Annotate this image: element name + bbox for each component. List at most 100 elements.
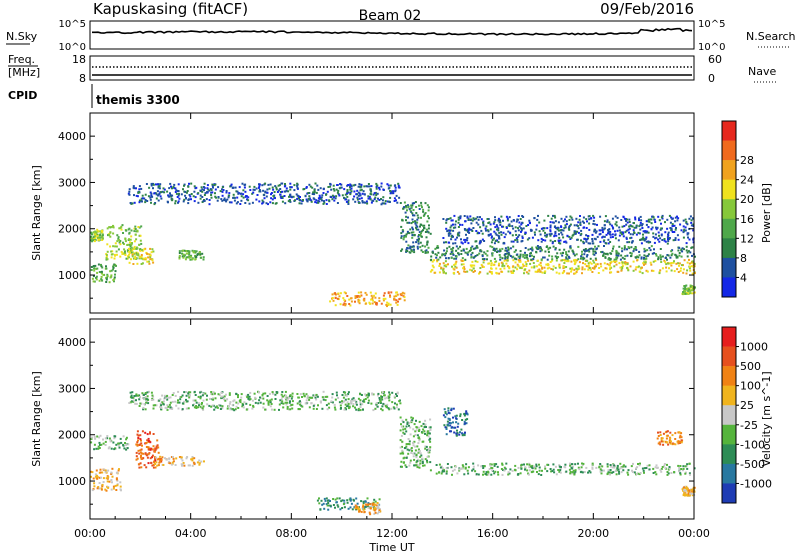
echo-cell [235,401,238,404]
echo-cell [515,233,518,236]
echo-cell [321,503,324,506]
echo-cell [588,470,591,472]
echo-cell [317,200,320,202]
echo-cell [169,192,171,195]
echo-cell [570,236,573,239]
echo-cell [600,251,603,253]
echo-cell [370,402,373,405]
echo-cell [139,462,142,465]
echo-cell [299,400,301,403]
echo-cell [407,205,410,208]
echo-cell [475,230,478,232]
echo-cell [630,252,633,255]
echo-cell [248,202,251,205]
echo-cell [139,402,142,405]
echo-cell [612,471,615,474]
echo-cell [497,227,500,230]
echo-cell [360,188,363,191]
echo-cell [153,450,156,453]
echo-cell [299,199,302,202]
echo-cell [424,245,427,248]
echo-cell [403,299,406,302]
echo-cell [183,183,186,186]
echo-cell [504,467,507,470]
echo-cell [388,201,391,203]
echo-cell [258,200,261,203]
echo-cell [510,240,513,243]
echo-cell [569,245,572,248]
echo-cell [427,217,430,220]
echo-cell [174,464,177,466]
echo-cell [101,483,104,486]
echo-cell [321,407,324,410]
echo-cell [560,226,563,228]
echo-cell [416,445,419,448]
echo-cell [453,468,456,471]
echo-cell [141,430,144,433]
echo-cell [472,465,475,468]
echo-cell [487,230,490,233]
echo-cell [467,218,470,221]
echo-cell [691,254,693,257]
echo-cell [586,254,589,256]
echo-cell [688,258,690,261]
echo-cell [206,394,208,397]
echo-cell [499,256,502,259]
noise-strip-frame [89,20,695,50]
echo-cell [319,187,322,190]
echo-cell [109,226,112,229]
echo-cell [482,221,484,224]
echo-band [127,182,401,206]
echo-band [127,247,155,265]
echo-cell [160,458,163,461]
echo-cell [558,265,561,268]
echo-cell [344,403,347,406]
echo-cell [199,397,202,400]
echo-cell [643,250,646,253]
echo-cell [498,235,501,238]
echo-cell [149,448,152,451]
echo-cell [341,400,343,403]
echo-cell [239,401,242,404]
echo-cell [615,221,618,224]
echo-cell [540,248,543,251]
echo-cell [190,193,193,195]
echo-cell [517,259,520,262]
echo-cell [656,466,659,469]
echo-cell [237,396,239,399]
echo-cell [500,261,503,264]
echo-cell [356,196,359,199]
echo-cell [371,503,374,506]
echo-cell [615,263,618,266]
echo-cell [360,394,363,396]
echo-cell [159,398,162,401]
echo-cell [402,238,405,241]
echo-cell [149,256,152,258]
echo-cell [516,268,519,271]
echo-cell [410,448,413,451]
echo-cell [253,188,256,191]
echo-cell [291,400,294,403]
echo-cell [640,242,643,245]
echo-cell [659,431,662,434]
echo-cell [575,253,578,256]
echo-cell [621,262,624,265]
echo-cell [99,471,102,474]
echo-cell [613,258,616,261]
echo-cell [283,195,286,197]
echo-cell [650,222,653,225]
echo-cell [220,395,223,398]
echo-cell [400,236,403,239]
echo-cell [601,229,604,231]
echo-cell [573,224,576,227]
echo-cell [129,241,131,244]
echo-cell [182,249,185,252]
echo-cell [684,472,687,475]
echo-cell [498,254,501,256]
echo-cell [663,238,666,240]
echo-cell [573,472,576,475]
echo-cell [479,216,481,219]
echo-cell [365,200,368,203]
echo-cell [603,245,605,247]
